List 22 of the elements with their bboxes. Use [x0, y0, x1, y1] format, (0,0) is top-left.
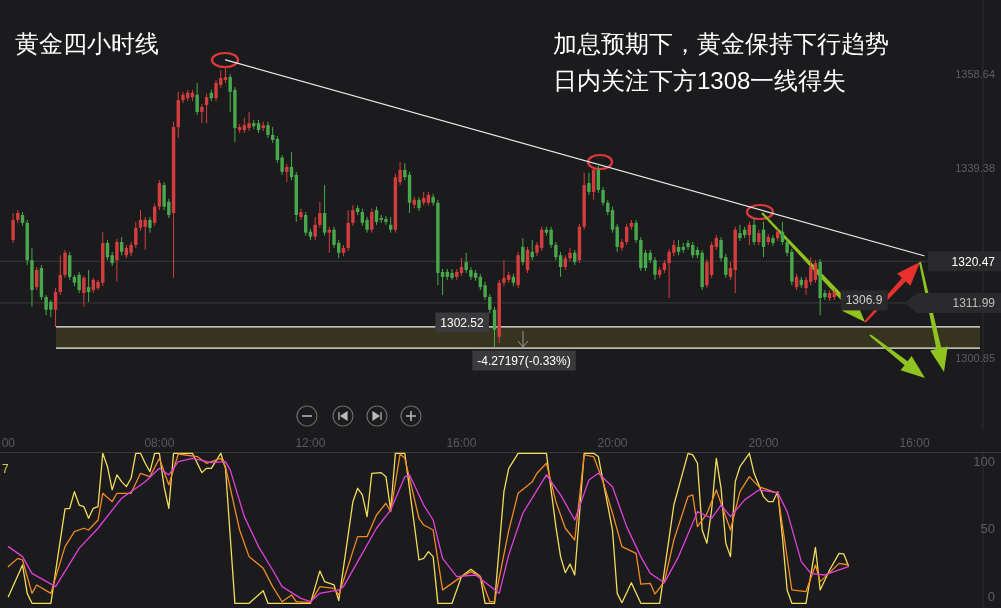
- ref-line-label: 1320.47: [951, 254, 996, 269]
- x-tick-label: 16:00: [446, 436, 477, 450]
- y-tick-label: 50: [980, 521, 995, 537]
- annotation: 1306.9: [845, 293, 883, 308]
- text: 黄金四小时线: [15, 30, 159, 57]
- y-tick-label: 0: [987, 589, 995, 604]
- annotation: 1302.52: [440, 315, 485, 330]
- text: 加息预期下，黄金保持下行趋势: [553, 30, 889, 57]
- annotation: 日内关注下方1308一线得失: [553, 67, 847, 94]
- y-tick-label: 1339.38: [955, 162, 995, 175]
- y-tick-label: 100: [973, 453, 995, 469]
- ref-line-label: 1311.99: [952, 296, 996, 311]
- x-tick-label: 00: [1, 436, 16, 450]
- x-tick-label: 16:00: [899, 436, 930, 450]
- annotation: -4.27197(-0.33%): [477, 353, 571, 368]
- y-tick-label: 1300.85: [955, 351, 995, 364]
- x-tick-label: 12:00: [295, 436, 326, 450]
- x-tick-label: 20:00: [597, 436, 628, 450]
- y-tick-label: 1358.64: [955, 67, 995, 80]
- annotation: 7: [2, 461, 9, 476]
- x-tick-label: 08:00: [144, 436, 175, 450]
- x-tick-label: 20:00: [748, 436, 779, 450]
